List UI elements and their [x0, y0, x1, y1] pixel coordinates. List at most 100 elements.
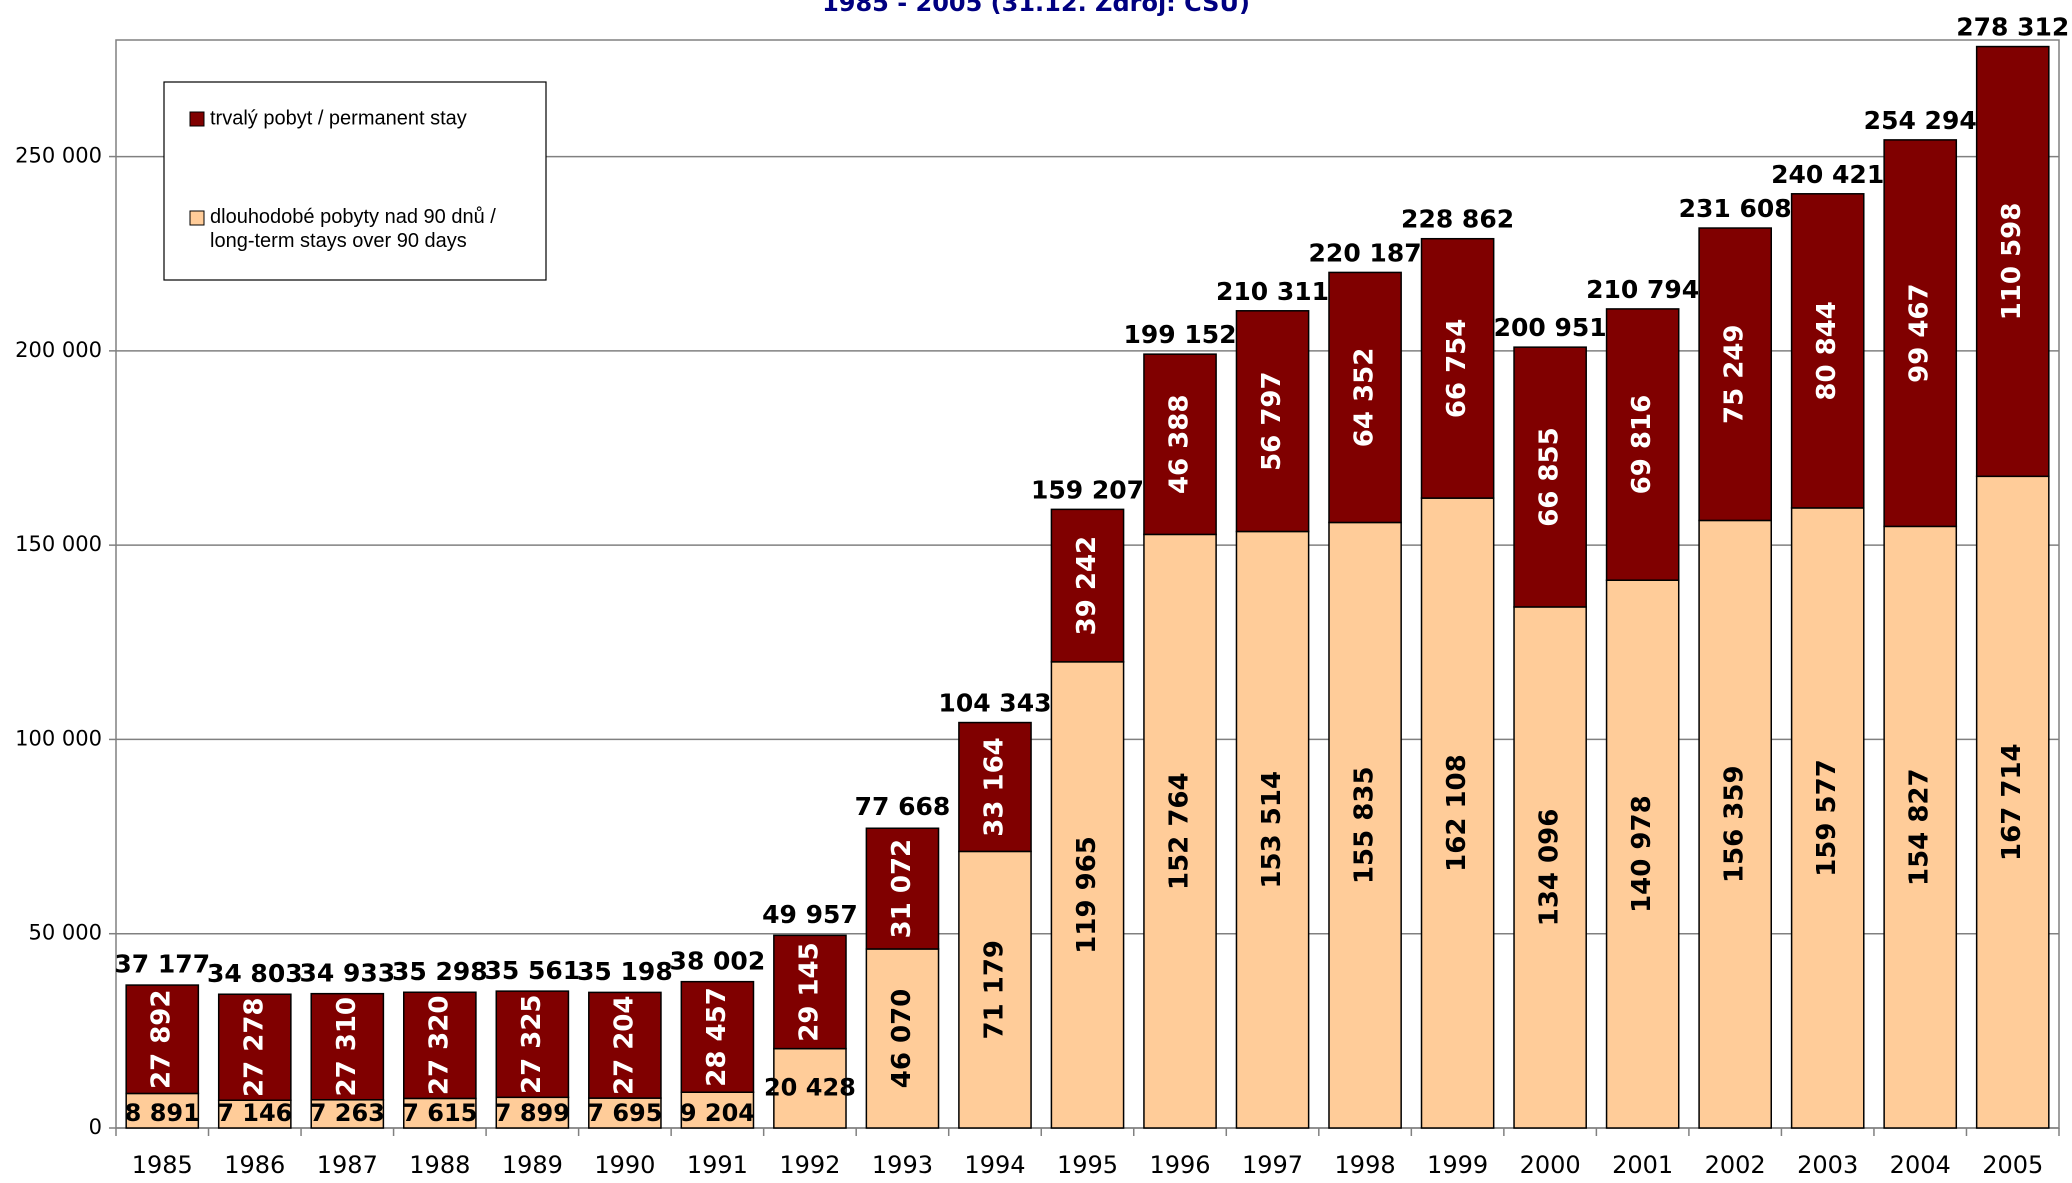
value-label: 75 249: [1720, 324, 1750, 424]
total-label: 278 312: [1956, 13, 2069, 42]
x-tick-label: 1997: [1242, 1151, 1303, 1179]
total-label: 220 187: [1309, 238, 1422, 267]
total-label: 254 294: [1864, 106, 1977, 135]
legend-line: long-term stays over 90 days: [210, 230, 467, 252]
legend-line: dlouhodobé pobyty nad 90 dnů /: [210, 206, 496, 228]
value-label: 27 320: [424, 996, 454, 1096]
value-label: 66 754: [1442, 319, 1472, 419]
bar-segment: [1883, 525, 1958, 1129]
y-tick-label: 0: [89, 1115, 102, 1139]
x-tick-label: 2002: [1705, 1151, 1766, 1179]
value-label: 27 204: [609, 995, 639, 1095]
value-label: 9 204: [680, 1099, 755, 1127]
y-tick-label: 50 000: [29, 921, 102, 945]
x-tick-label: 2004: [1890, 1151, 1951, 1179]
value-label: 27 278: [239, 997, 269, 1097]
value-label: 99 467: [1905, 283, 1935, 383]
value-label: 7 263: [310, 1099, 385, 1127]
x-tick-label: 1991: [687, 1151, 748, 1179]
value-label: 140 978: [1627, 795, 1657, 913]
bar-segment: [402, 991, 477, 1100]
value-label: 46 388: [1165, 395, 1195, 495]
total-label: 231 608: [1679, 194, 1792, 223]
legend-label: dlouhodobé pobyty nad 90 dnů / long-term …: [210, 206, 496, 252]
y-tick-label: 150 000: [15, 532, 102, 556]
x-tick-label: 2001: [1612, 1151, 1673, 1179]
bar-segment: [1698, 519, 1773, 1129]
x-tick-label: 2000: [1520, 1151, 1581, 1179]
value-label: 27 325: [517, 994, 547, 1094]
legend-label: trvalý pobyt / permanent stay: [210, 107, 467, 129]
total-label: 210 311: [1216, 277, 1329, 306]
value-label: 7 899: [495, 1099, 570, 1127]
bar-segment: [1790, 193, 1865, 509]
value-label: 69 816: [1627, 395, 1657, 495]
value-label: 162 108: [1442, 754, 1472, 872]
bar-segment: [1513, 346, 1587, 608]
bar-segment: [1235, 310, 1310, 533]
x-tick-label: 1999: [1427, 1151, 1488, 1179]
bar-segment: [958, 850, 1032, 1129]
value-label: 7 146: [217, 1099, 292, 1127]
bar-segment: [865, 948, 940, 1129]
legend: trvalý pobyt / permanent stay dlouhodobé …: [163, 81, 547, 281]
legend-box: [163, 81, 547, 281]
bar-segment: [1883, 139, 1958, 528]
x-tick-label: 1990: [594, 1151, 655, 1179]
bar-segment: [217, 1099, 292, 1129]
bar-segment: [310, 1099, 385, 1129]
total-label: 77 668: [855, 792, 951, 821]
bar-segment: [495, 990, 570, 1099]
bar-segment: [1143, 353, 1217, 536]
bar-segment: [1605, 579, 1680, 1129]
value-label: 154 827: [1905, 768, 1935, 886]
total-label: 35 298: [392, 957, 488, 986]
bar-segment: [1328, 521, 1402, 1129]
total-label: 210 794: [1586, 275, 1699, 304]
total-label: 159 207: [1031, 475, 1144, 504]
value-label: 80 844: [1812, 301, 1842, 401]
x-tick-label: 1993: [872, 1151, 933, 1179]
value-label: 56 797: [1257, 371, 1287, 471]
bar-segment: [1420, 237, 1495, 499]
total-label: 228 862: [1401, 205, 1514, 234]
total-label: 38 002: [670, 946, 766, 975]
value-label: 64 352: [1350, 348, 1380, 448]
value-label: 8 891: [125, 1099, 200, 1127]
total-label: 34 803: [207, 959, 303, 988]
x-tick-label: 1994: [964, 1151, 1025, 1179]
total-label: 35 561: [485, 956, 581, 985]
x-tick-label: 1988: [409, 1151, 470, 1179]
value-label: 153 514: [1257, 771, 1287, 889]
bar-segment: [1790, 507, 1865, 1129]
value-label: 156 359: [1720, 765, 1750, 883]
value-label: 31 072: [887, 839, 917, 939]
value-label: 29 145: [794, 942, 824, 1042]
x-tick-label: 1986: [224, 1151, 285, 1179]
value-label: 7 695: [587, 1099, 662, 1127]
bar-segment: [773, 934, 847, 1050]
bar-segment: [125, 984, 200, 1095]
total-label: 37 177: [114, 950, 210, 979]
value-label: 134 096: [1535, 809, 1565, 927]
bar-segment: [1050, 661, 1125, 1129]
bar-segment: [865, 827, 940, 950]
value-label: 167 714: [1997, 743, 2027, 861]
bar-segment: [217, 993, 292, 1101]
x-tick-label: 2003: [1797, 1151, 1858, 1179]
total-label: 199 152: [1123, 320, 1236, 349]
bar-segment: [1328, 271, 1402, 524]
bar-segment: [958, 721, 1032, 853]
bar-segment: [310, 992, 385, 1101]
bar-segment: [1975, 475, 2050, 1129]
x-tick-label: 1992: [779, 1151, 840, 1179]
x-tick-label: 1996: [1149, 1151, 1210, 1179]
value-label: 110 598: [1997, 203, 2027, 321]
x-tick-label: 1995: [1057, 1151, 1118, 1179]
total-label: 49 957: [762, 900, 858, 929]
y-tick-label: 250 000: [15, 144, 102, 168]
y-tick-label: 100 000: [15, 726, 102, 750]
bar-segment: [1420, 497, 1495, 1129]
bar-segment: [1698, 227, 1773, 522]
value-label: 7 615: [402, 1099, 477, 1127]
